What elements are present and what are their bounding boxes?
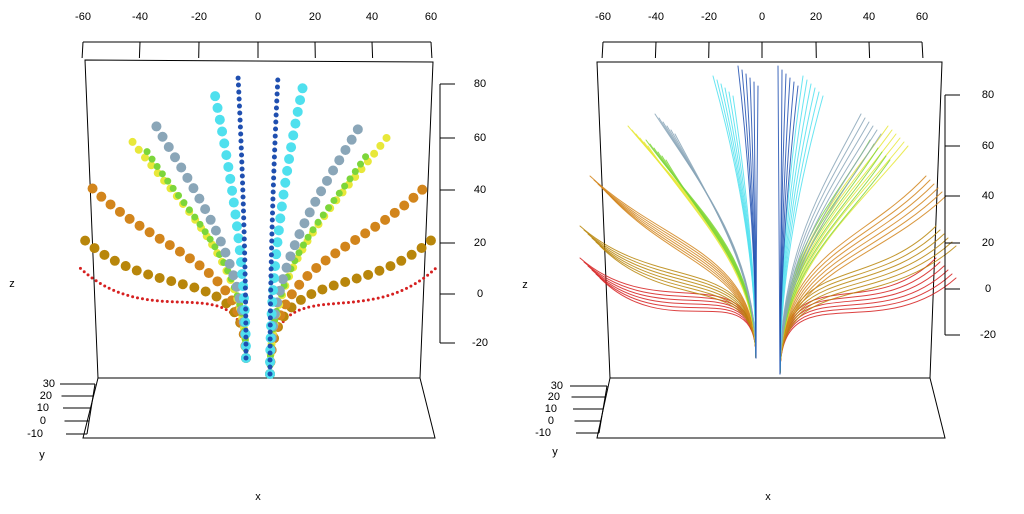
y-tick-label: 30	[43, 378, 55, 390]
y-axis-label: y	[552, 446, 558, 458]
tract	[599, 245, 757, 359]
y-axis-label: y	[39, 449, 45, 461]
panel: -60 -40 -20 0 20 40 60806040200-203020100-10zy…	[9, 11, 488, 503]
x-tick	[654, 41, 657, 59]
tracts	[75, 73, 441, 379]
y-tick-label: -10	[535, 427, 551, 439]
x-tick	[601, 41, 604, 59]
z-axis-label: z	[522, 279, 528, 291]
tract	[267, 73, 281, 377]
tract	[645, 139, 757, 359]
tract	[124, 132, 250, 362]
tract	[605, 191, 757, 359]
tract	[779, 85, 799, 375]
x-tick	[138, 41, 141, 59]
x-tick-label: 60	[916, 11, 928, 23]
z-tick-label: 0	[985, 283, 991, 295]
x-tick-label: 20	[309, 11, 321, 23]
tract	[779, 245, 957, 375]
tract	[597, 183, 757, 359]
tract	[755, 85, 759, 359]
y-tick-label: 10	[545, 403, 557, 415]
y-axis	[598, 385, 608, 434]
x-tick-label: -60	[595, 11, 611, 23]
z-tick-label: 60	[474, 132, 486, 144]
tract	[589, 175, 757, 359]
x-tick-label: -40	[648, 11, 664, 23]
x-tick-label: -40	[132, 11, 148, 23]
x-axis-label: x	[255, 491, 261, 503]
x-tick-label: -20	[191, 11, 207, 23]
x-tick-label: 40	[366, 11, 378, 23]
z-tick-label: 0	[477, 288, 483, 300]
z-tick-label: 40	[982, 190, 994, 202]
x-tick	[81, 41, 84, 59]
tract	[609, 195, 757, 359]
x-tick-label: 0	[255, 11, 261, 23]
tracts	[579, 65, 957, 375]
tract	[779, 121, 870, 375]
tract	[266, 146, 374, 378]
x-tick-label: -60	[75, 11, 91, 23]
x-tick-label: -20	[701, 11, 717, 23]
tract	[779, 273, 953, 375]
y-tick-label: -10	[27, 428, 43, 440]
tract	[601, 187, 757, 359]
tract	[779, 195, 947, 375]
y-tick-label: 0	[40, 415, 46, 427]
box-floor	[596, 377, 946, 439]
tract	[779, 95, 824, 375]
z-tick-label: 80	[982, 89, 994, 101]
x-tick-label: 20	[810, 11, 822, 23]
tract	[208, 81, 251, 363]
z-tick-label: 20	[982, 237, 994, 249]
y-tick-label: 30	[551, 380, 563, 392]
tract	[235, 73, 249, 361]
tract	[674, 133, 757, 359]
x-tick	[921, 41, 924, 59]
tract	[779, 133, 882, 375]
y-tick-label: 20	[40, 390, 52, 402]
z-tick-label: 40	[474, 184, 486, 196]
tract	[265, 119, 366, 379]
tract	[595, 273, 757, 359]
x-tick-label: 0	[759, 11, 765, 23]
y-tick-label: 0	[548, 415, 554, 427]
box-floor	[82, 377, 436, 439]
x-axis-label: x	[765, 491, 771, 503]
x-tick	[868, 41, 871, 59]
z-tick-label: 80	[474, 78, 486, 90]
x-tick	[371, 41, 374, 59]
tract	[85, 181, 251, 363]
z-tick-label: 60	[982, 140, 994, 152]
x-tick-label: 40	[863, 11, 875, 23]
panel: -60 -40 -20 0 20 40 60806040200-203020100-10zy…	[522, 11, 996, 503]
tract	[583, 229, 757, 359]
y-tick-label: 10	[37, 402, 49, 414]
z-tick-label: 20	[474, 237, 486, 249]
x-tick	[430, 41, 433, 59]
z-tick-label: -20	[980, 329, 996, 341]
tract	[593, 179, 757, 359]
y-axis	[86, 383, 96, 435]
tract	[779, 129, 878, 375]
y-tick-label: 20	[548, 391, 560, 403]
x-tick-label: 60	[425, 11, 437, 23]
z-tick-label: -20	[472, 337, 488, 349]
tract	[779, 133, 897, 375]
tract	[779, 139, 871, 375]
z-axis-label: z	[9, 278, 15, 290]
tract	[599, 277, 757, 359]
tract	[779, 277, 957, 375]
